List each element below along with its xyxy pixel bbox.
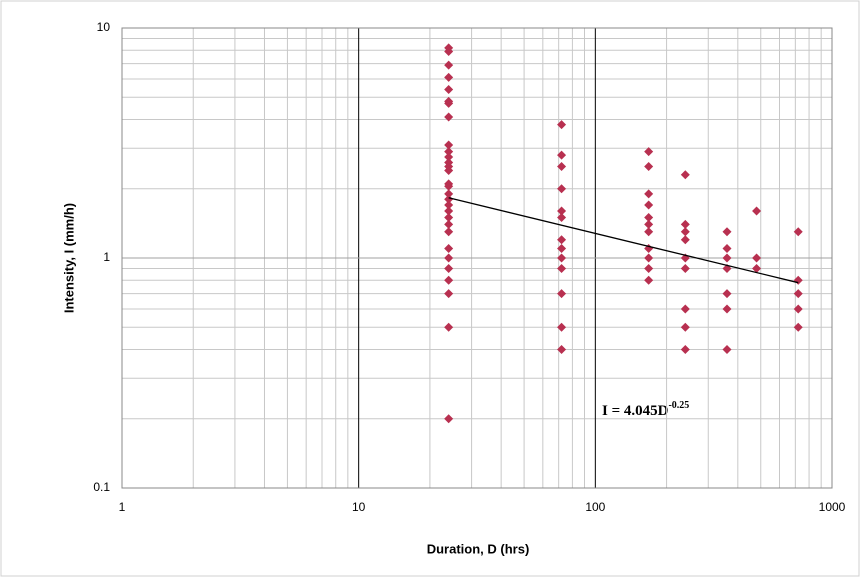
point (557, 243, 567, 253)
x-tick-label: 100 (585, 500, 605, 514)
point (444, 243, 454, 253)
x-axis-title: Duration, D (hrs) (427, 541, 530, 556)
y-tick-label: 0.1 (93, 480, 110, 494)
point (557, 235, 567, 245)
point (680, 170, 690, 180)
point (557, 161, 567, 171)
point (444, 60, 454, 70)
point (644, 161, 654, 171)
point (752, 264, 762, 274)
point (752, 206, 762, 216)
point (644, 227, 654, 237)
point (644, 212, 654, 222)
point (557, 206, 567, 216)
point (444, 212, 454, 222)
point (444, 275, 454, 285)
point (444, 147, 454, 157)
equation: I = 4.045D-0.25 (602, 400, 689, 419)
point (557, 212, 567, 222)
point (444, 206, 454, 216)
point (444, 189, 454, 199)
point (557, 184, 567, 194)
point (444, 414, 454, 424)
point (444, 140, 454, 150)
point (444, 152, 454, 162)
point (444, 98, 454, 108)
point (722, 289, 732, 299)
point (444, 181, 454, 191)
point (644, 275, 654, 285)
trend-line (448, 197, 799, 284)
point (444, 47, 454, 57)
point (444, 200, 454, 210)
point (557, 253, 567, 263)
point (557, 120, 567, 130)
point (680, 304, 690, 314)
point (644, 147, 654, 157)
x-tick-label: 1000 (819, 500, 846, 514)
point (444, 227, 454, 237)
point (444, 253, 454, 263)
point (444, 85, 454, 95)
point (644, 264, 654, 274)
point (722, 227, 732, 237)
equation-text: I = 4.045D (602, 403, 669, 419)
plot-border (121, 27, 833, 489)
point (722, 253, 732, 263)
point (557, 322, 567, 332)
point (793, 227, 803, 237)
point (557, 264, 567, 274)
x-tick-label: 1 (119, 500, 126, 514)
point (644, 200, 654, 210)
point (722, 243, 732, 253)
point (680, 345, 690, 355)
point (444, 72, 454, 82)
point (793, 289, 803, 299)
point (644, 189, 654, 199)
point (722, 304, 732, 314)
point (444, 112, 454, 122)
point (557, 289, 567, 299)
y-tick-label: 1 (103, 250, 110, 264)
point (680, 227, 690, 237)
equation-exponent: -0.25 (668, 400, 689, 411)
point (444, 264, 454, 274)
point (444, 166, 454, 176)
x-tick-label: 10 (352, 500, 366, 514)
point (444, 194, 454, 204)
point (444, 322, 454, 332)
point (793, 304, 803, 314)
point (557, 345, 567, 355)
point (722, 345, 732, 355)
point (444, 219, 454, 229)
point (680, 322, 690, 332)
point (644, 253, 654, 263)
y-axis-title: Intensity, I (mm/h) (61, 203, 76, 313)
point (644, 219, 654, 229)
point (680, 235, 690, 245)
point (557, 150, 567, 160)
point (793, 322, 803, 332)
point (444, 289, 454, 299)
point (680, 219, 690, 229)
y-tick-label: 10 (97, 20, 111, 34)
point (680, 264, 690, 274)
point (752, 253, 762, 263)
